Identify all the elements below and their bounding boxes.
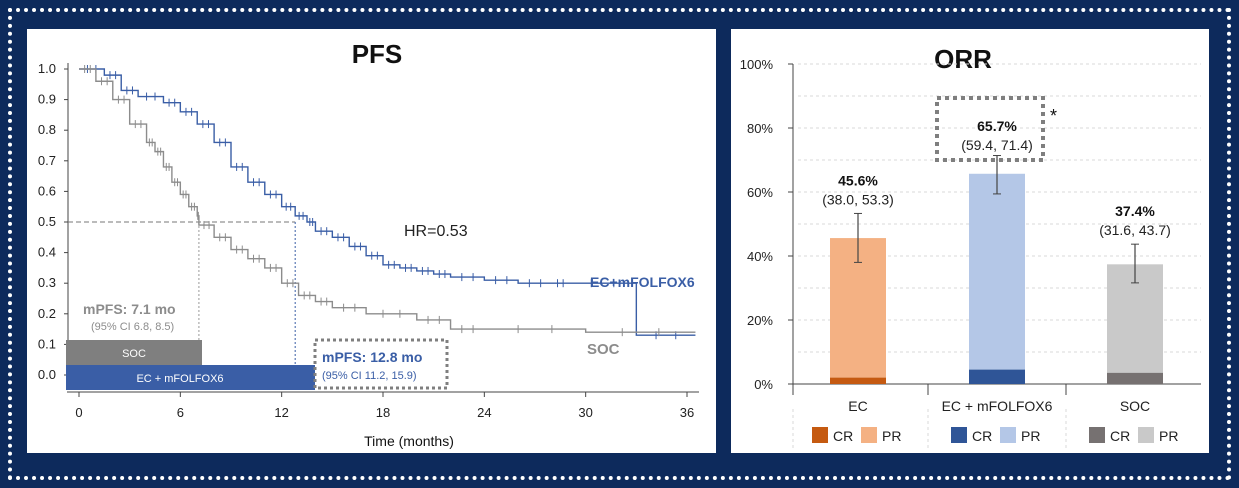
orr-bar-cr-1 — [969, 369, 1025, 384]
pfs-x-tick-label: 0 — [75, 405, 82, 420]
orr-panel: ORR 0% 20% 40% 60% 80% 100% 45.6% (38.0, 53.3)… — [731, 29, 1209, 453]
orr-y-tick-label: 40% — [747, 249, 773, 264]
legend-label-cr: CR — [1110, 428, 1130, 444]
orr-ci-label: (38.0, 53.3) — [822, 191, 894, 207]
pfs-x-tick-label: 6 — [177, 405, 184, 420]
orr-title: ORR — [934, 44, 992, 74]
km-curve-1 — [79, 68, 696, 333]
hr-label: HR=0.53 — [404, 223, 468, 240]
pfs-y-tick-label: 0.3 — [38, 275, 56, 290]
pfs-y-tick-label: 0.7 — [38, 153, 56, 168]
legend-label-cr: CR — [972, 428, 992, 444]
pfs-y-tick-label: 0.2 — [38, 306, 56, 321]
soc-ci-label: (95% CI 6.8, 8.5) — [91, 321, 174, 333]
pfs-x-tick-label: 36 — [680, 405, 694, 420]
dotted-border-frame — [8, 8, 1231, 480]
orr-chart: ORR 0% 20% 40% 60% 80% 100% 45.6% (38.0, 53.3)… — [740, 44, 1201, 449]
km-curve-0 — [79, 68, 696, 336]
ec-median-bar — [66, 365, 315, 390]
orr-y-tick-label: 20% — [747, 313, 773, 328]
orr-ci-label: (59.4, 71.4) — [961, 137, 1033, 153]
orr-bar-cr-0 — [830, 377, 886, 384]
pfs-title: PFS — [352, 39, 403, 69]
orr-value-label: 65.7% — [977, 118, 1017, 134]
orr-value-label: 37.4% — [1115, 203, 1155, 219]
ec-ci-label: (95% CI 11.2, 15.9) — [322, 370, 417, 382]
pfs-x-tick-label: 24 — [477, 405, 491, 420]
legend-swatch-cr — [1089, 427, 1105, 443]
soc-mpfs-label: mPFS: 7.1 mo — [83, 301, 176, 317]
soc-series-label: SOC — [587, 341, 620, 358]
orr-category-label: EC — [848, 398, 867, 414]
legend-swatch-pr — [861, 427, 877, 443]
orr-value-label: 45.6% — [838, 172, 878, 188]
orr-y-tick-label: 60% — [747, 185, 773, 200]
pfs-panel: PFS 0 6 12 18 24 30 36 0.0 0.1 0.2 0.3 0.4 0.5 0.6 0.7… — [27, 29, 716, 453]
pfs-y-tick-label: 0.5 — [38, 214, 56, 229]
ec-median-bar-label: EC + mFOLFOX6 — [136, 373, 223, 385]
pfs-y-tick-label: 0.8 — [38, 122, 56, 137]
ec-mpfs-label: mPFS: 12.8 mo — [322, 349, 422, 365]
orr-category-label: SOC — [1120, 398, 1150, 414]
pfs-y-tick-label: 1.0 — [38, 61, 56, 76]
significance-box — [935, 96, 1045, 162]
pfs-x-tick-label: 30 — [578, 405, 592, 420]
orr-bar-pr-1 — [969, 173, 1025, 370]
pfs-x-axis-label: Time (months) — [364, 433, 454, 449]
pfs-chart: PFS 0 6 12 18 24 30 36 0.0 0.1 0.2 0.3 0.4 0.5 0.6 0.7… — [38, 39, 699, 449]
pfs-y-tick-label: 0.9 — [38, 92, 56, 107]
legend-swatch-pr — [1000, 427, 1016, 443]
legend-label-pr: PR — [1021, 428, 1040, 444]
legend-label-pr: PR — [882, 428, 901, 444]
legend-label-cr: CR — [833, 428, 853, 444]
legend-swatch-cr — [812, 427, 828, 443]
pfs-x-tick-label: 18 — [376, 405, 390, 420]
pfs-y-tick-label: 0.1 — [38, 336, 56, 351]
orr-ci-label: (31.6, 43.7) — [1099, 222, 1171, 238]
legend-swatch-pr — [1138, 427, 1154, 443]
pfs-y-tick-label: 0.6 — [38, 183, 56, 198]
orr-y-tick-label: 0% — [754, 377, 773, 392]
ec-series-label: EC+mFOLFOX6 — [590, 274, 695, 290]
orr-y-tick-label: 80% — [747, 121, 773, 136]
orr-y-tick-label: 100% — [740, 57, 774, 72]
legend-label-pr: PR — [1159, 428, 1178, 444]
ec-mpfs-box — [313, 338, 449, 390]
pfs-x-tick-label: 12 — [274, 405, 288, 420]
pfs-y-tick-label: 0.4 — [38, 245, 56, 260]
orr-category-label: EC + mFOLFOX6 — [942, 398, 1053, 414]
orr-bar-cr-2 — [1107, 372, 1163, 384]
significance-marker: * — [1050, 106, 1057, 126]
pfs-y-tick-label: 0.0 — [38, 367, 56, 382]
soc-median-bar — [66, 340, 202, 365]
soc-median-bar-label: SOC — [122, 348, 146, 360]
legend-swatch-cr — [951, 427, 967, 443]
